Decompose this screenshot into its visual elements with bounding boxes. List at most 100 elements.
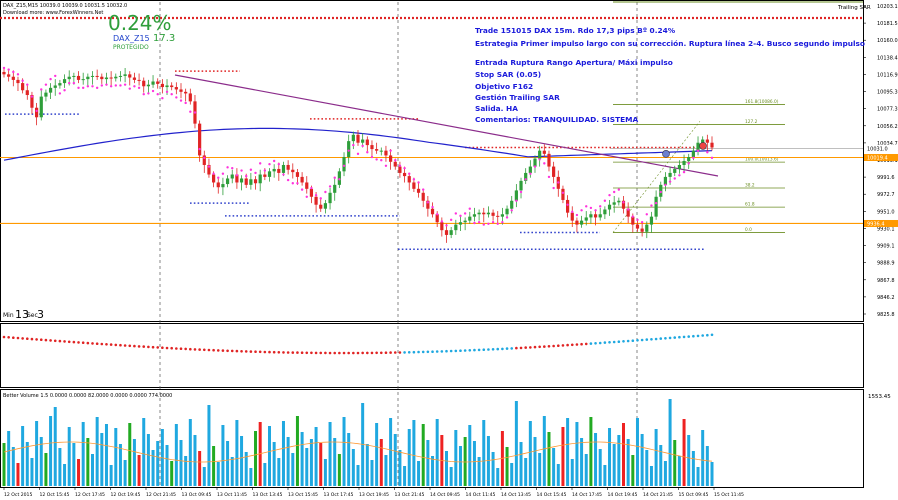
volume-bar — [207, 405, 211, 486]
trend-dot — [352, 351, 355, 355]
volume-bar — [421, 424, 425, 486]
sar-dot — [170, 93, 173, 96]
volume-bar — [645, 450, 649, 486]
sar-dot — [235, 174, 239, 177]
candle-body — [356, 134, 360, 143]
candle-body — [542, 150, 546, 154]
volume-bar — [547, 432, 551, 486]
volume-bar — [687, 435, 691, 486]
trend-dot — [631, 339, 635, 343]
sar-dot — [26, 83, 29, 86]
price-tick-label: 10095.3 — [877, 90, 898, 96]
candle-body — [207, 164, 211, 175]
sar-dot — [538, 158, 541, 161]
volume-bar — [323, 459, 327, 486]
sar-dot — [328, 185, 332, 188]
sar-dot — [473, 221, 476, 225]
trend-dot — [603, 341, 607, 344]
volume-bar — [463, 437, 467, 486]
sar-dot — [589, 206, 593, 210]
sar-dot — [417, 181, 420, 184]
trend-dot — [463, 349, 467, 352]
trend-dot — [370, 351, 374, 355]
trend-dot — [25, 337, 29, 341]
candle-body — [389, 155, 393, 162]
sar-dot — [314, 193, 318, 197]
volume-bar — [188, 419, 192, 486]
sar-dot — [109, 85, 113, 88]
sar-dot — [77, 86, 80, 90]
trend-dot — [7, 336, 10, 339]
sar-dot — [394, 159, 397, 162]
volume-ma-line — [3, 441, 713, 463]
volume-bar — [412, 420, 416, 486]
candle-body — [440, 222, 444, 231]
volume-bar — [389, 418, 393, 486]
sar-dot — [123, 83, 127, 86]
time-axis: 12 Oct 2015 12 Oct 15:45 12 Oct 17:45 12 Oc… — [3, 487, 744, 498]
note-line-7: Gestión Trailing SAR — [475, 93, 560, 102]
volume-bar — [118, 444, 122, 486]
trend-dot — [95, 342, 99, 346]
candle-body — [267, 171, 272, 177]
volume-bar — [337, 454, 341, 486]
sar-dot — [426, 201, 430, 204]
candle-body — [654, 196, 658, 217]
sar-dot — [468, 207, 471, 210]
trend-dot — [333, 351, 337, 355]
volume-bar — [30, 458, 34, 486]
volume-bar — [584, 454, 588, 486]
candle-body — [142, 80, 146, 87]
volume-bar — [77, 459, 81, 486]
volume-bar — [365, 444, 369, 486]
sar-dot — [370, 155, 374, 159]
trend-dot — [72, 340, 76, 344]
volume-bar — [622, 423, 625, 486]
price-tick-label: 10138.4 — [877, 55, 898, 61]
trend-dot — [44, 338, 48, 342]
candle-body — [468, 216, 472, 221]
volume-bar — [617, 435, 621, 486]
sar-dot — [529, 172, 532, 175]
price-tick-label: 10056.2 — [877, 124, 898, 130]
sar-dot — [454, 212, 458, 215]
trend-dot — [668, 336, 672, 340]
candle-body — [533, 158, 537, 167]
volume-bar — [319, 443, 323, 486]
time-tick-label: 12 Oct 17:45 — [75, 492, 105, 498]
candle-body — [570, 212, 574, 221]
timer-sec-label: Sec — [27, 312, 38, 319]
trend-dot — [594, 342, 597, 345]
sar-dot — [147, 92, 150, 95]
candle-body — [673, 168, 677, 173]
sar-dot — [375, 158, 378, 161]
trend-dot — [207, 348, 211, 352]
trend-dot — [626, 339, 630, 343]
main-panel-frame — [0, 0, 864, 322]
trend-dot — [35, 338, 38, 341]
volume-bar — [91, 454, 94, 486]
sar-dot — [361, 144, 364, 148]
trend-dot — [407, 351, 411, 354]
trend-dot — [510, 347, 514, 350]
candle-body — [132, 77, 137, 80]
trend-dot — [189, 347, 192, 351]
volume-bar — [53, 407, 57, 486]
candle-body — [2, 71, 6, 75]
sar-dot — [496, 222, 499, 226]
trend-dot — [216, 349, 220, 352]
trend-dot — [151, 345, 155, 349]
volume-bar — [538, 453, 542, 486]
trend-dot — [659, 337, 663, 340]
candle-body — [701, 139, 705, 143]
price-tick-label: 10203.1 — [877, 4, 898, 10]
volume-bar — [268, 426, 271, 486]
candle-body — [198, 123, 202, 156]
sar-dot — [333, 176, 336, 179]
trend-dot — [445, 349, 448, 353]
price-label-orange-lower: 9936.4 — [867, 221, 885, 227]
candle-body — [225, 178, 230, 185]
trend-dot — [63, 340, 66, 343]
trendline-2-4 — [174, 74, 719, 177]
candle-body — [165, 85, 169, 88]
